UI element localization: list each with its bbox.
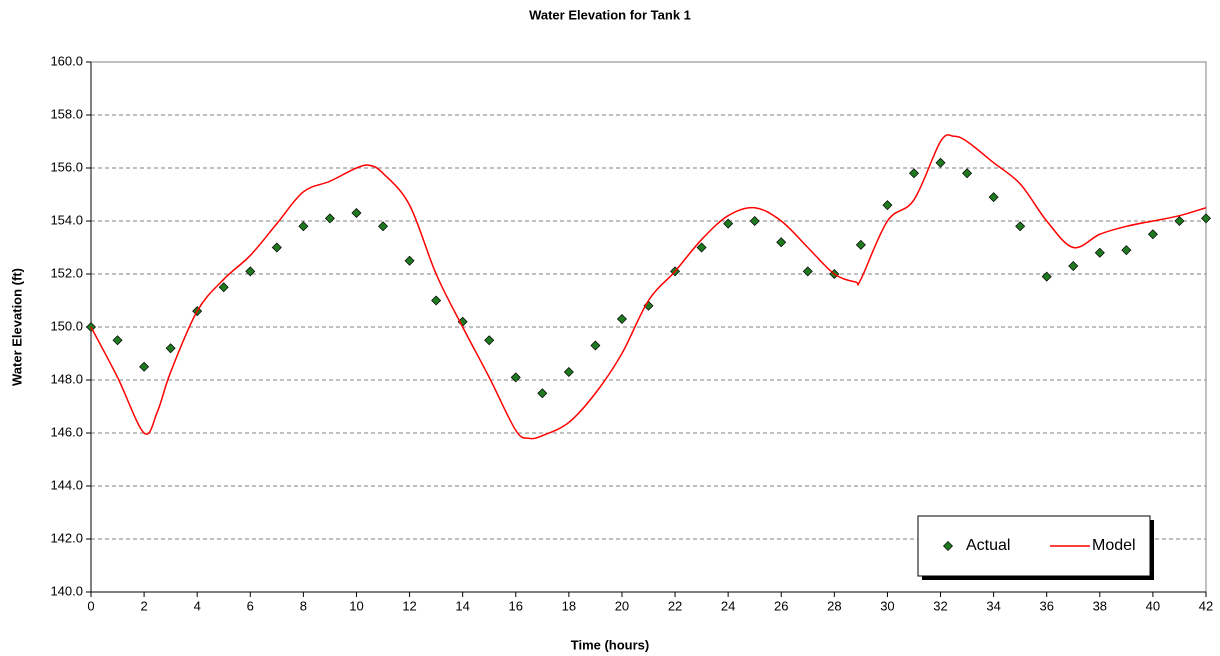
chart-title: Water Elevation for Tank 1 (529, 7, 691, 22)
x-tick-label: 14 (455, 598, 469, 613)
x-tick-label: 0 (87, 598, 94, 613)
y-tick-label: 150.0 (50, 318, 83, 333)
actual-point (988, 192, 999, 203)
x-tick-label: 24 (721, 598, 735, 613)
actual-point (802, 266, 813, 277)
y-axis-label: Water Elevation (ft) (9, 268, 24, 386)
actual-point (112, 335, 123, 346)
x-tick-label: 22 (668, 598, 682, 613)
actual-point (404, 255, 415, 266)
actual-point (935, 157, 946, 168)
y-tick-label: 140.0 (50, 583, 83, 598)
actual-point (537, 388, 548, 399)
actual-point (431, 295, 442, 306)
actual-point (855, 239, 866, 250)
actual-point (723, 218, 734, 229)
x-tick-label: 4 (194, 598, 201, 613)
x-tick-label: 18 (562, 598, 576, 613)
actual-point (1094, 247, 1105, 258)
actual-point (696, 242, 707, 253)
y-tick-label: 156.0 (50, 159, 83, 174)
actual-point (139, 361, 150, 372)
legend-label: Model (1092, 537, 1136, 554)
actual-point (776, 237, 787, 248)
x-tick-label: 2 (140, 598, 147, 613)
x-tick-label: 28 (827, 598, 841, 613)
x-tick-label: 36 (1039, 598, 1053, 613)
y-tick-label: 160.0 (50, 53, 83, 68)
actual-point (908, 168, 919, 179)
actual-point (590, 340, 601, 351)
y-tick-label: 154.0 (50, 212, 83, 227)
actual-point (245, 266, 256, 277)
x-tick-label: 8 (300, 598, 307, 613)
actual-point (324, 213, 335, 224)
y-tick-label: 144.0 (50, 477, 83, 492)
x-tick-label: 40 (1146, 598, 1160, 613)
actual-point (378, 221, 389, 232)
actual-point (962, 168, 973, 179)
x-tick-label: 30 (880, 598, 894, 613)
legend-swatch (943, 541, 953, 551)
actual-point (271, 242, 282, 253)
y-tick-label: 146.0 (50, 424, 83, 439)
x-tick-label: 6 (247, 598, 254, 613)
actual-point (1121, 245, 1132, 256)
y-tick-label: 158.0 (50, 106, 83, 121)
x-tick-label: 32 (933, 598, 947, 613)
actual-point (882, 200, 893, 211)
actual-point (1015, 221, 1026, 232)
actual-point (510, 372, 521, 383)
actual-point (298, 221, 309, 232)
y-tick-label: 142.0 (50, 530, 83, 545)
actual-point (351, 208, 362, 219)
actual-point (218, 282, 229, 293)
legend-label: Actual (966, 537, 1010, 554)
legend (917, 515, 1151, 577)
actual-point (749, 216, 760, 226)
x-tick-label: 42 (1199, 598, 1213, 613)
actual-point (1147, 229, 1158, 240)
actual-point (1041, 271, 1052, 282)
y-tick-label: 152.0 (50, 265, 83, 280)
y-tick-label: 148.0 (50, 371, 83, 386)
actual-point (165, 343, 176, 354)
x-tick-label: 12 (402, 598, 416, 613)
actual-point (616, 314, 627, 325)
x-tick-label: 34 (986, 598, 1000, 613)
actual-point (1174, 216, 1185, 226)
x-tick-label: 26 (774, 598, 788, 613)
actual-point (1201, 213, 1211, 224)
actual-point (563, 367, 574, 378)
x-tick-label: 20 (615, 598, 629, 613)
actual-point (1068, 261, 1079, 272)
model-line (90, 134, 1207, 440)
x-tick-label: 16 (509, 598, 523, 613)
actual-point (484, 335, 495, 346)
x-axis-label: Time (hours) (571, 637, 650, 652)
x-tick-label: 38 (1093, 598, 1107, 613)
x-tick-label: 10 (349, 598, 363, 613)
